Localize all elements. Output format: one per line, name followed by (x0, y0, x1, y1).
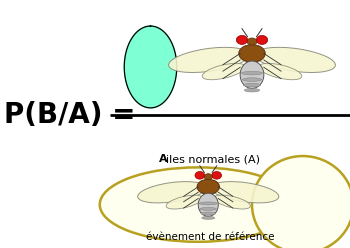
Ellipse shape (240, 61, 264, 89)
Ellipse shape (244, 89, 260, 92)
Ellipse shape (199, 202, 217, 205)
Ellipse shape (202, 63, 245, 80)
Ellipse shape (247, 38, 257, 45)
Text: P(B/A) =: P(B/A) = (4, 101, 135, 129)
Polygon shape (124, 26, 177, 108)
Ellipse shape (202, 217, 215, 219)
Text: A: A (159, 154, 168, 164)
Ellipse shape (200, 207, 216, 210)
Ellipse shape (212, 172, 222, 179)
Ellipse shape (243, 83, 261, 87)
Ellipse shape (243, 78, 261, 81)
Ellipse shape (256, 35, 268, 44)
Ellipse shape (259, 63, 302, 80)
Ellipse shape (166, 195, 203, 209)
Ellipse shape (214, 195, 250, 209)
Ellipse shape (100, 167, 296, 242)
Ellipse shape (239, 45, 265, 62)
Ellipse shape (197, 179, 219, 194)
Ellipse shape (138, 182, 206, 203)
Ellipse shape (169, 47, 249, 72)
Ellipse shape (241, 71, 262, 75)
Ellipse shape (255, 47, 335, 72)
Text: iles normales (A): iles normales (A) (166, 154, 260, 164)
Text: évènement de référence: évènement de référence (146, 232, 274, 242)
Ellipse shape (201, 212, 216, 215)
Ellipse shape (252, 156, 350, 248)
Ellipse shape (236, 35, 248, 44)
Ellipse shape (204, 174, 212, 180)
Ellipse shape (198, 193, 218, 217)
Ellipse shape (211, 182, 279, 203)
Ellipse shape (195, 172, 205, 179)
